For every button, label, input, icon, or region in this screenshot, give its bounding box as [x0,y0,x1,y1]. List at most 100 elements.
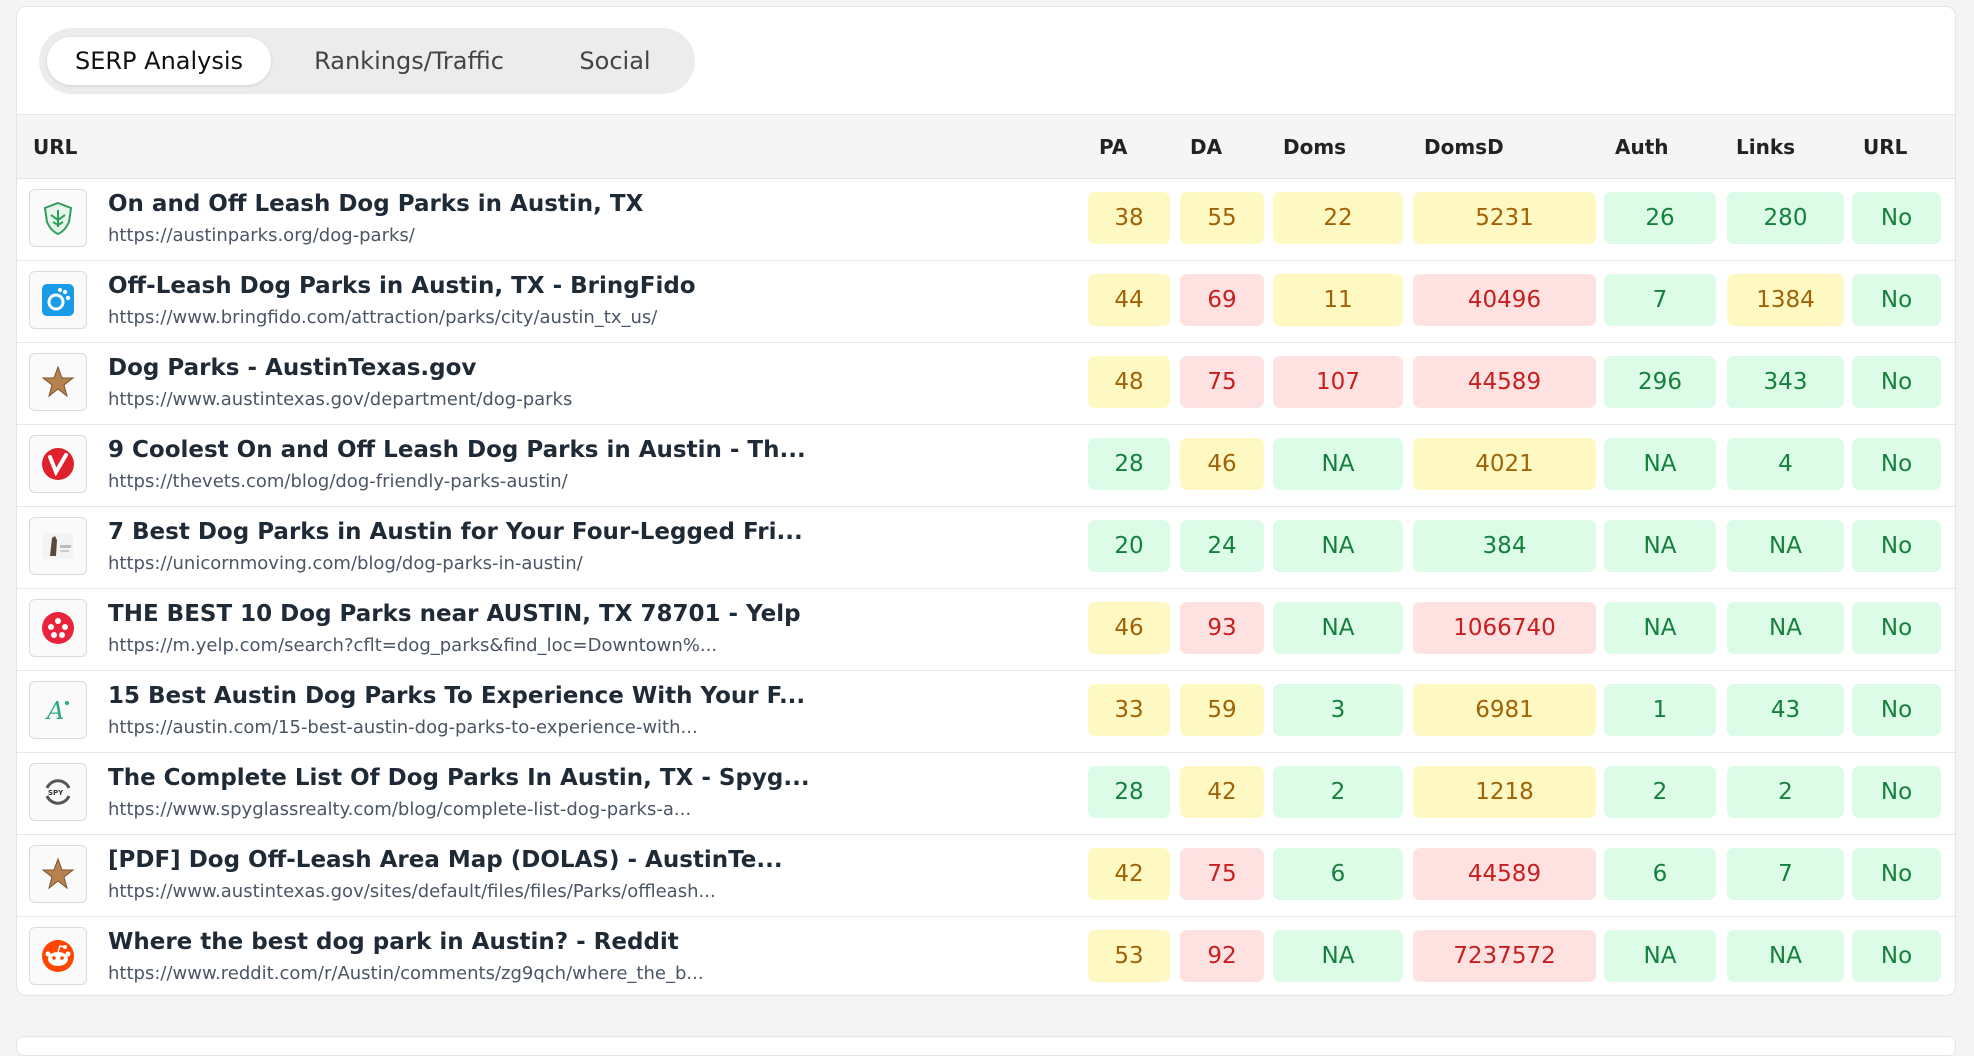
metric-auth-cell: NA [1604,520,1716,572]
result-url[interactable]: https://www.austintexas.gov/sites/defaul… [108,881,716,902]
metric-domsd-cell: 44589 [1413,356,1596,408]
metric-doms-cell: NA [1273,520,1403,572]
col-pa-header[interactable]: PA [1099,135,1128,159]
metric-links-cell: 4 [1727,438,1844,490]
metric-doms-cell: 11 [1273,274,1403,326]
metric-url2-cell: No [1852,356,1941,408]
result-url[interactable]: https://m.yelp.com/search?cflt=dog_parks… [108,635,718,656]
metric-url2-cell: No [1852,602,1941,654]
metric-auth-cell: 26 [1604,192,1716,244]
metric-url2-cell: No [1852,438,1941,490]
metric-links-cell: NA [1727,602,1844,654]
result-url[interactable]: https://austinparks.org/dog-parks/ [108,225,415,246]
metric-da-cell: 59 [1180,684,1264,736]
result-url[interactable]: https://www.reddit.com/r/Austin/comments… [108,963,704,984]
metric-url2-cell: No [1852,520,1941,572]
result-title-link[interactable]: Dog Parks - AustinTexas.gov [108,355,477,381]
tab-social[interactable]: Social [579,47,651,75]
metric-pa-cell: 46 [1088,602,1170,654]
metric-doms-cell: 6 [1273,848,1403,900]
result-title-link[interactable]: On and Off Leash Dog Parks in Austin, TX [108,191,644,217]
table-row[interactable]: Off-Leash Dog Parks in Austin, TX - Brin… [17,261,1955,343]
metric-auth-cell: NA [1604,438,1716,490]
spyglass-logo-icon: SPY [29,763,87,821]
result-url[interactable]: https://www.austintexas.gov/department/d… [108,389,573,410]
metric-auth-cell: NA [1604,602,1716,654]
metric-pa-cell: 28 [1088,766,1170,818]
result-title-link[interactable]: Off-Leash Dog Parks in Austin, TX - Brin… [108,273,696,299]
metric-url2-cell: No [1852,930,1941,982]
result-title-link[interactable]: THE BEST 10 Dog Parks near AUSTIN, TX 78… [108,601,801,627]
col-links-header[interactable]: Links [1736,135,1796,159]
result-url[interactable]: https://www.spyglassrealty.com/blog/comp… [108,799,692,820]
col-url-header[interactable]: URL [33,135,78,159]
metric-da-cell: 46 [1180,438,1264,490]
tab-serp-analysis[interactable]: SERP Analysis [47,37,271,85]
metric-domsd-cell: 6981 [1413,684,1596,736]
metric-doms-cell: NA [1273,602,1403,654]
tab-bar: SERP Analysis Rankings/Traffic Social [17,7,1955,115]
metric-pa-cell: 48 [1088,356,1170,408]
metric-da-cell: 75 [1180,848,1264,900]
result-url[interactable]: https://unicornmoving.com/blog/dog-parks… [108,553,583,574]
serp-panel: SERP Analysis Rankings/Traffic Social UR… [16,6,1956,996]
results-table-body: On and Off Leash Dog Parks in Austin, TX… [17,179,1955,995]
result-title-link[interactable]: 7 Best Dog Parks in Austin for Your Four… [108,519,803,545]
next-panel-edge [16,1036,1956,1056]
svg-text:A: A [45,697,64,725]
table-row[interactable]: Where the best dog park in Austin? - Red… [17,917,1955,995]
col-domsd-header[interactable]: DomsD [1424,135,1504,159]
col-da-header[interactable]: DA [1190,135,1223,159]
unicornmoving-logo-icon [29,517,87,575]
metric-auth-cell: 2 [1604,766,1716,818]
table-row[interactable]: [PDF] Dog Off-Leash Area Map (DOLAS) - A… [17,835,1955,917]
metric-da-cell: 55 [1180,192,1264,244]
metric-auth-cell: 296 [1604,356,1716,408]
austinparks-logo-icon [29,189,87,247]
metric-da-cell: 93 [1180,602,1264,654]
austin-com-logo-icon: A [29,681,87,739]
metric-url2-cell: No [1852,684,1941,736]
austintexas-star-icon [29,845,87,903]
table-row[interactable]: SPY The Complete List Of Dog Parks In Aus… [17,753,1955,835]
result-title-link[interactable]: 15 Best Austin Dog Parks To Experience W… [108,683,806,709]
table-row[interactable]: On and Off Leash Dog Parks in Austin, TX… [17,179,1955,261]
col-doms-header[interactable]: Doms [1283,135,1347,159]
metric-auth-cell: 1 [1604,684,1716,736]
table-row[interactable]: 7 Best Dog Parks in Austin for Your Four… [17,507,1955,589]
table-row[interactable]: Dog Parks - AustinTexas.gov https://www.a… [17,343,1955,425]
segmented-tabs: SERP Analysis Rankings/Traffic Social [39,28,695,94]
result-title-link[interactable]: The Complete List Of Dog Parks In Austin… [108,765,810,791]
austintexas-star-icon [29,353,87,411]
col-url-match-header[interactable]: URL [1863,135,1908,159]
metric-da-cell: 69 [1180,274,1264,326]
reddit-logo-icon [29,927,87,985]
metric-da-cell: 42 [1180,766,1264,818]
result-title-link[interactable]: 9 Coolest On and Off Leash Dog Parks in … [108,437,806,463]
thevets-logo-icon [29,435,87,493]
result-title-link[interactable]: Where the best dog park in Austin? - Red… [108,929,679,955]
table-row[interactable]: A 15 Best Austin Dog Parks To Experience … [17,671,1955,753]
metric-auth-cell: 6 [1604,848,1716,900]
metric-domsd-cell: 384 [1413,520,1596,572]
svg-text:SPY: SPY [48,789,64,797]
metric-auth-cell: NA [1604,930,1716,982]
metric-doms-cell: NA [1273,930,1403,982]
table-row[interactable]: THE BEST 10 Dog Parks near AUSTIN, TX 78… [17,589,1955,671]
result-url[interactable]: https://www.bringfido.com/attraction/par… [108,307,658,328]
metric-doms-cell: NA [1273,438,1403,490]
result-title-link[interactable]: [PDF] Dog Off-Leash Area Map (DOLAS) - A… [108,847,783,873]
result-url[interactable]: https://thevets.com/blog/dog-friendly-pa… [108,471,568,492]
table-row[interactable]: 9 Coolest On and Off Leash Dog Parks in … [17,425,1955,507]
metric-domsd-cell: 1218 [1413,766,1596,818]
metric-links-cell: NA [1727,520,1844,572]
result-url[interactable]: https://austin.com/15-best-austin-dog-pa… [108,717,698,738]
metric-doms-cell: 22 [1273,192,1403,244]
col-auth-header[interactable]: Auth [1615,135,1669,159]
metric-da-cell: 92 [1180,930,1264,982]
metric-url2-cell: No [1852,766,1941,818]
metric-url2-cell: No [1852,848,1941,900]
metric-links-cell: 2 [1727,766,1844,818]
metric-pa-cell: 38 [1088,192,1170,244]
tab-rankings-traffic[interactable]: Rankings/Traffic [314,47,504,75]
